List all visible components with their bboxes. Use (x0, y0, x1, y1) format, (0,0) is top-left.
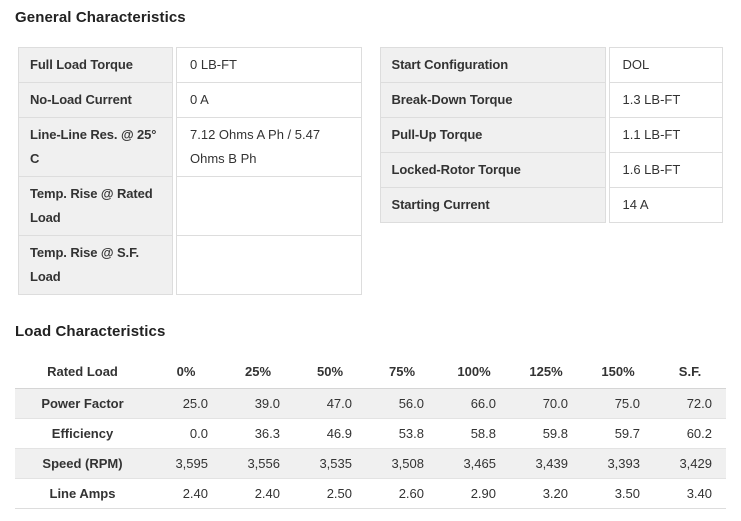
spec-label: Line-Line Res. @ 25° C (18, 118, 173, 177)
spec-value (176, 236, 362, 295)
load-value-cell: 3,439 (510, 448, 582, 479)
spec-label: Locked-Rotor Torque (379, 153, 606, 188)
load-value-cell: 2.40 (150, 478, 222, 509)
load-col-header: Rated Load (15, 359, 150, 389)
load-value-cell: 3,508 (366, 448, 438, 479)
load-value-cell: 47.0 (294, 388, 366, 419)
spec-value: 1.1 LB-FT (608, 118, 723, 153)
load-row-label: Power Factor (15, 388, 150, 419)
load-value-cell: 3,556 (222, 448, 294, 479)
load-value-cell: 3,465 (438, 448, 510, 479)
spec-label: Break-Down Torque (379, 83, 606, 118)
spec-value: 7.12 Ohms A Ph / 5.47 Ohms B Ph (176, 118, 362, 177)
load-value-cell: 2.40 (222, 478, 294, 509)
load-col-header: 75% (366, 359, 438, 389)
load-value-cell: 58.8 (438, 418, 510, 449)
spec-row: Break-Down Torque 1.3 LB-FT (379, 83, 723, 118)
load-value-cell: 3,393 (582, 448, 654, 479)
spec-label: Temp. Rise @ S.F. Load (18, 236, 173, 295)
spec-row: Locked-Rotor Torque 1.6 LB-FT (379, 153, 723, 188)
load-value-cell: 2.60 (366, 478, 438, 509)
load-value-cell: 59.8 (510, 418, 582, 449)
load-value-cell: 56.0 (366, 388, 438, 419)
spec-label: Starting Current (379, 188, 606, 223)
load-value-cell: 0.0 (150, 418, 222, 449)
spec-row: Temp. Rise @ Rated Load (18, 177, 362, 236)
load-table-row: Speed (RPM) 3,595 3,556 3,535 3,508 3,46… (15, 448, 726, 479)
load-col-header: S.F. (654, 359, 726, 389)
load-value-cell: 39.0 (222, 388, 294, 419)
load-value-cell: 75.0 (582, 388, 654, 419)
load-row-label: Speed (RPM) (15, 448, 150, 479)
spec-value (176, 177, 362, 236)
load-characteristics-table: Rated Load 0% 25% 50% 75% 100% 125% 150%… (15, 359, 726, 509)
spec-value: 14 A (608, 188, 723, 223)
spec-row: Line-Line Res. @ 25° C 7.12 Ohms A Ph / … (18, 118, 362, 177)
load-table-row: Power Factor 25.0 39.0 47.0 56.0 66.0 70… (15, 388, 726, 419)
load-value-cell: 2.50 (294, 478, 366, 509)
general-specs-table-right: Start Configuration DOL Break-Down Torqu… (377, 47, 727, 223)
load-value-cell: 60.2 (654, 418, 726, 449)
spec-row: No-Load Current 0 A (18, 83, 362, 118)
load-col-header: 150% (582, 359, 654, 389)
spec-label: Start Configuration (379, 47, 606, 83)
load-value-cell: 59.7 (582, 418, 654, 449)
load-value-cell: 3,429 (654, 448, 726, 479)
load-header-row: Rated Load 0% 25% 50% 75% 100% 125% 150%… (15, 359, 726, 389)
load-value-cell: 66.0 (438, 388, 510, 419)
spec-row: Pull-Up Torque 1.1 LB-FT (379, 118, 723, 153)
spec-page: General Characteristics Full Load Torque… (15, 9, 726, 509)
load-row-label: Line Amps (15, 478, 150, 509)
load-value-cell: 2.90 (438, 478, 510, 509)
load-value-cell: 53.8 (366, 418, 438, 449)
load-value-cell: 3.50 (582, 478, 654, 509)
load-value-cell: 25.0 (150, 388, 222, 419)
spec-label: No-Load Current (18, 83, 173, 118)
load-table-row: Line Amps 2.40 2.40 2.50 2.60 2.90 3.20 … (15, 478, 726, 509)
spec-label: Temp. Rise @ Rated Load (18, 177, 173, 236)
spec-value: DOL (608, 47, 723, 83)
load-value-cell: 46.9 (294, 418, 366, 449)
load-col-header: 100% (438, 359, 510, 389)
load-row-label: Efficiency (15, 418, 150, 449)
spec-row: Starting Current 14 A (379, 188, 723, 223)
load-value-cell: 36.3 (222, 418, 294, 449)
load-table-row: Efficiency 0.0 36.3 46.9 53.8 58.8 59.8 … (15, 418, 726, 449)
load-col-header: 50% (294, 359, 366, 389)
load-value-cell: 70.0 (510, 388, 582, 419)
load-value-cell: 3,535 (294, 448, 366, 479)
spec-value: 1.6 LB-FT (608, 153, 723, 188)
general-specs-table-left: Full Load Torque 0 LB-FT No-Load Current… (15, 47, 365, 295)
spec-value: 0 A (176, 83, 362, 118)
general-characteristics-section: Full Load Torque 0 LB-FT No-Load Current… (15, 47, 726, 295)
spec-row: Full Load Torque 0 LB-FT (18, 47, 362, 83)
load-value-cell: 3.20 (510, 478, 582, 509)
load-value-cell: 3,595 (150, 448, 222, 479)
load-col-header: 125% (510, 359, 582, 389)
load-value-cell: 72.0 (654, 388, 726, 419)
spec-value: 1.3 LB-FT (608, 83, 723, 118)
section-heading-general: General Characteristics (15, 9, 186, 26)
load-value-cell: 3.40 (654, 478, 726, 509)
load-col-header: 0% (150, 359, 222, 389)
spec-value: 0 LB-FT (176, 47, 362, 83)
spec-row: Temp. Rise @ S.F. Load (18, 236, 362, 295)
spec-row: Start Configuration DOL (379, 47, 723, 83)
spec-label: Pull-Up Torque (379, 118, 606, 153)
load-col-header: 25% (222, 359, 294, 389)
spec-label: Full Load Torque (18, 47, 173, 83)
section-heading-load: Load Characteristics (15, 323, 166, 340)
